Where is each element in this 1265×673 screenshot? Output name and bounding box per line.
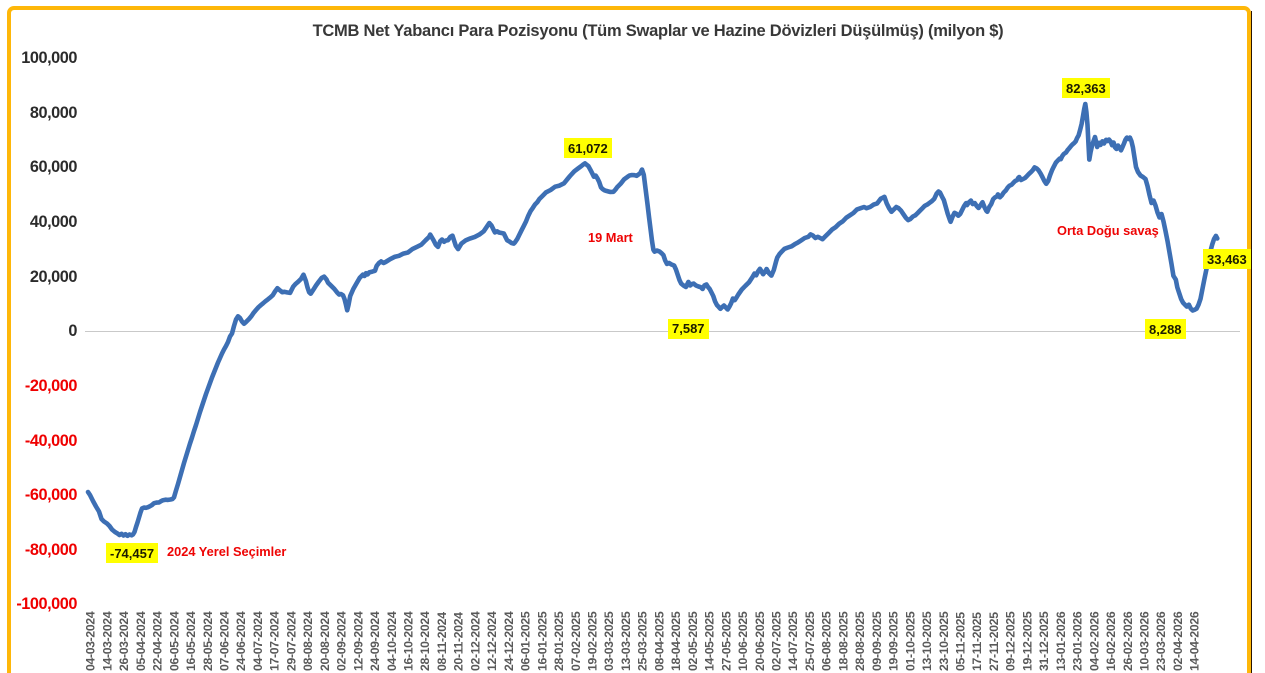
svg-text:02-04-2026: 02-04-2026 [1171, 611, 1185, 671]
svg-text:25-07-2025: 25-07-2025 [803, 611, 817, 671]
svg-text:10-03-2026: 10-03-2026 [1138, 611, 1152, 671]
svg-text:04-10-2024: 04-10-2024 [385, 611, 399, 671]
svg-text:06-08-2025: 06-08-2025 [820, 611, 834, 671]
svg-text:20-11-2024: 20-11-2024 [452, 612, 466, 671]
svg-text:18-04-2025: 18-04-2025 [669, 611, 683, 671]
svg-text:10-06-2025: 10-06-2025 [736, 611, 750, 671]
svg-text:20-06-2025: 20-06-2025 [753, 611, 767, 671]
svg-text:08-11-2024: 08-11-2024 [435, 612, 449, 671]
svg-text:26-03-2024: 26-03-2024 [117, 611, 131, 671]
svg-text:06-01-2025: 06-01-2025 [519, 611, 533, 671]
svg-text:27-05-2025: 27-05-2025 [719, 611, 733, 671]
svg-text:28-05-2024: 28-05-2024 [201, 611, 215, 671]
svg-text:29-07-2024: 29-07-2024 [284, 611, 298, 671]
svg-text:12-09-2024: 12-09-2024 [351, 611, 365, 671]
svg-text:23-10-2025: 23-10-2025 [937, 611, 951, 671]
svg-text:24-12-2024: 24-12-2024 [502, 611, 516, 671]
svg-text:01-10-2025: 01-10-2025 [903, 611, 917, 671]
svg-text:19-09-2025: 19-09-2025 [887, 611, 901, 671]
svg-text:02-12-2024: 02-12-2024 [468, 611, 482, 671]
svg-text:04-07-2024: 04-07-2024 [251, 611, 265, 671]
svg-text:24-09-2024: 24-09-2024 [368, 611, 382, 671]
svg-text:02-07-2025: 02-07-2025 [770, 611, 784, 671]
svg-text:17-11-2025: 17-11-2025 [970, 612, 984, 671]
svg-text:03-03-2025: 03-03-2025 [602, 611, 616, 671]
svg-text:23-03-2026: 23-03-2026 [1154, 611, 1168, 671]
svg-text:14-04-2026: 14-04-2026 [1188, 611, 1202, 671]
svg-text:08-08-2024: 08-08-2024 [301, 611, 315, 671]
svg-text:09-12-2025: 09-12-2025 [1004, 611, 1018, 671]
svg-text:13-10-2025: 13-10-2025 [920, 611, 934, 671]
svg-text:24-06-2024: 24-06-2024 [234, 611, 248, 671]
svg-text:19-12-2025: 19-12-2025 [1020, 611, 1034, 671]
svg-text:28-01-2025: 28-01-2025 [552, 611, 566, 671]
svg-text:27-11-2025: 27-11-2025 [987, 612, 1001, 671]
svg-text:13-01-2026: 13-01-2026 [1054, 611, 1068, 671]
svg-text:16-05-2024: 16-05-2024 [184, 611, 198, 671]
svg-text:26-02-2026: 26-02-2026 [1121, 611, 1135, 671]
svg-text:13-03-2025: 13-03-2025 [619, 611, 633, 671]
svg-text:06-05-2024: 06-05-2024 [167, 611, 181, 671]
svg-text:14-05-2025: 14-05-2025 [703, 611, 717, 671]
svg-text:04-03-2024: 04-03-2024 [84, 611, 98, 671]
svg-text:05-11-2025: 05-11-2025 [954, 612, 968, 671]
svg-text:09-09-2025: 09-09-2025 [870, 611, 884, 671]
svg-text:22-04-2024: 22-04-2024 [151, 611, 165, 671]
svg-text:07-06-2024: 07-06-2024 [218, 611, 232, 671]
svg-text:18-08-2025: 18-08-2025 [836, 611, 850, 671]
svg-text:07-02-2025: 07-02-2025 [569, 611, 583, 671]
svg-text:12-12-2024: 12-12-2024 [485, 611, 499, 671]
svg-text:20-08-2024: 20-08-2024 [318, 611, 332, 671]
svg-text:28-10-2024: 28-10-2024 [418, 611, 432, 671]
svg-text:14-03-2024: 14-03-2024 [100, 611, 114, 671]
svg-text:16-01-2025: 16-01-2025 [535, 611, 549, 671]
svg-text:25-03-2025: 25-03-2025 [636, 611, 650, 671]
svg-text:17-07-2024: 17-07-2024 [268, 611, 282, 671]
svg-text:23-01-2026: 23-01-2026 [1071, 611, 1085, 671]
svg-text:28-08-2025: 28-08-2025 [853, 611, 867, 671]
svg-text:19-02-2025: 19-02-2025 [586, 611, 600, 671]
svg-text:14-07-2025: 14-07-2025 [786, 611, 800, 671]
svg-text:16-10-2024: 16-10-2024 [402, 611, 416, 671]
svg-text:02-09-2024: 02-09-2024 [335, 611, 349, 671]
svg-text:02-05-2025: 02-05-2025 [686, 611, 700, 671]
svg-text:31-12-2025: 31-12-2025 [1037, 611, 1051, 671]
svg-text:04-02-2026: 04-02-2026 [1087, 611, 1101, 671]
svg-text:16-02-2026: 16-02-2026 [1104, 611, 1118, 671]
svg-text:08-04-2025: 08-04-2025 [652, 611, 666, 671]
svg-text:05-04-2024: 05-04-2024 [134, 611, 148, 671]
